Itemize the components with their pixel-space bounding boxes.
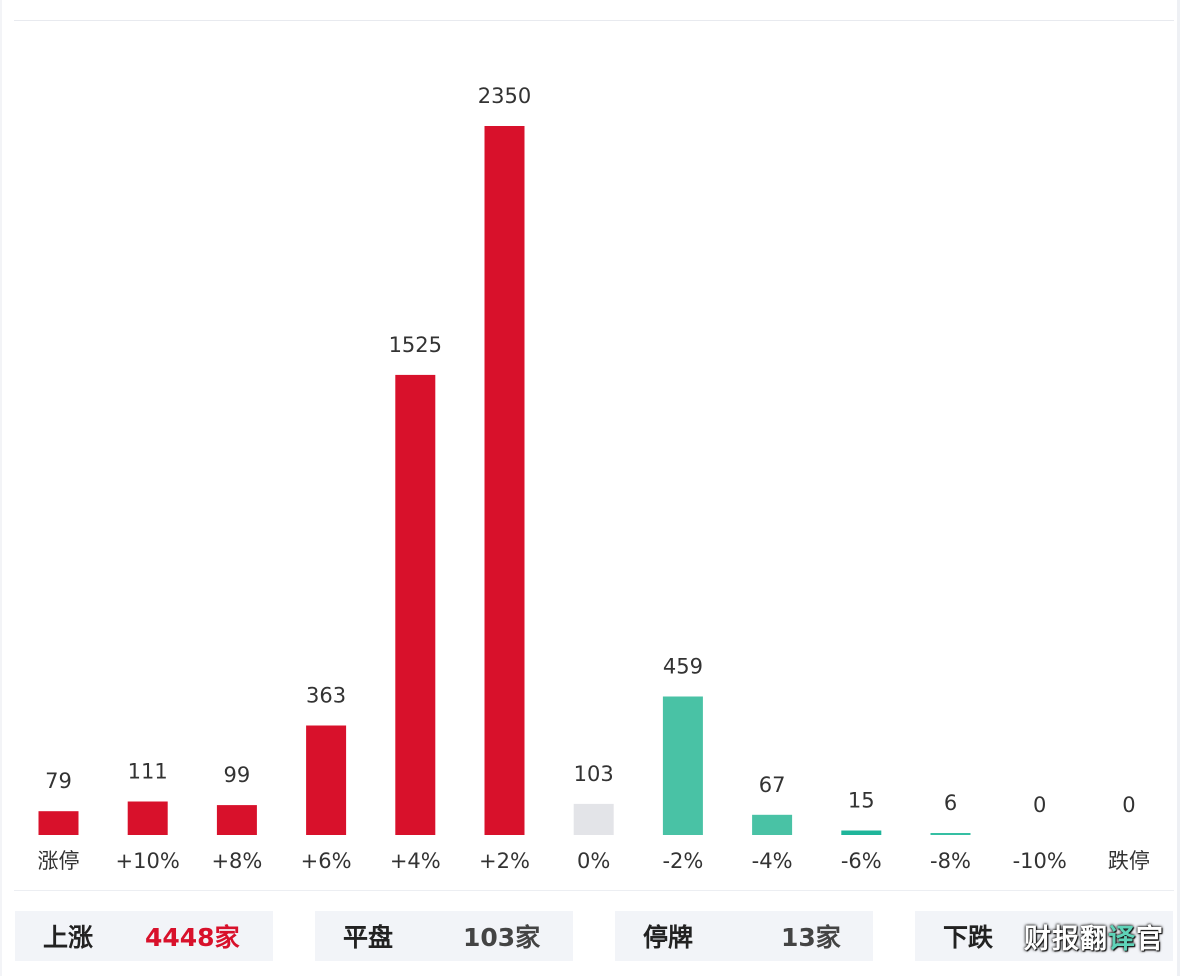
bar-6 [573,803,614,835]
top-divider [14,20,1174,21]
bar-10 [930,833,971,835]
value-label-11: 0 [1033,793,1046,817]
category-label-10: -8% [930,849,971,873]
summary-suspended-unit: 家 [815,923,841,952]
summary-suspended-label: 停牌 [643,923,694,952]
watermark-part2: 译 [1108,924,1136,955]
summary-suspended: 停牌 13家 [615,911,873,961]
left-edge [0,0,2,976]
right-edge [1177,0,1180,976]
value-label-1: 111 [128,760,168,784]
summary-flat-unit: 家 [515,923,541,952]
category-label-5: +2% [479,849,530,873]
value-label-3: 363 [306,684,346,708]
bar-3 [306,725,347,835]
watermark-part1: 财报翻 [1024,924,1108,955]
summary-suspended-value: 13家 [781,918,841,954]
summary-up-count: 4448 [145,923,215,952]
category-label-9: -6% [841,849,882,873]
value-label-7: 459 [663,655,703,679]
value-label-0: 79 [45,769,72,793]
value-label-6: 103 [574,762,614,786]
bar-7 [662,696,703,835]
watermark: 财报翻译官 [1024,917,1164,956]
value-label-8: 67 [759,773,786,797]
summary-up: 上涨 4448家 [15,911,273,961]
bar-9 [841,830,882,835]
bar-4 [395,374,436,835]
category-label-12: 跌停 [1108,849,1150,873]
category-label-0: 涨停 [38,849,80,873]
category-label-8: -4% [752,849,793,873]
value-label-4: 1525 [389,333,442,357]
summary-up-unit: 家 [214,923,240,952]
summary-flat-label: 平盘 [343,923,394,952]
category-label-1: +10% [116,849,180,873]
bar-0 [38,811,79,835]
bar-5 [484,126,525,835]
value-label-9: 15 [848,789,875,813]
summary-down-label: 下跌 [943,923,994,952]
category-label-6: 0% [577,849,610,873]
summary-suspended-count: 13 [781,923,816,952]
distribution-bar-chart: 79 涨停 111 +10% 99 +8% 363 +6% 1525 +4% 2350 +2% 103 0… [38,84,1150,873]
category-label-4: +4% [390,849,441,873]
value-label-10: 6 [944,791,957,815]
summary-divider [14,890,1174,891]
value-label-5: 2350 [478,84,531,108]
bar-8 [752,814,793,835]
category-label-7: -2% [662,849,703,873]
summary-flat-value: 103家 [463,918,540,954]
summary-up-label: 上涨 [43,923,94,952]
category-label-2: +8% [211,849,262,873]
category-label-11: -10% [1013,849,1067,873]
summary-up-value: 4448家 [145,918,240,954]
summary-down: 下跌 [915,911,1173,961]
summary-flat-count: 103 [463,923,516,952]
category-label-3: +6% [301,849,352,873]
watermark-part3: 官 [1136,924,1164,955]
value-label-2: 99 [224,763,251,787]
summary-flat: 平盘 103家 [315,911,573,961]
bar-2 [216,805,257,835]
bar-1 [127,801,168,835]
value-label-12: 0 [1122,793,1135,817]
